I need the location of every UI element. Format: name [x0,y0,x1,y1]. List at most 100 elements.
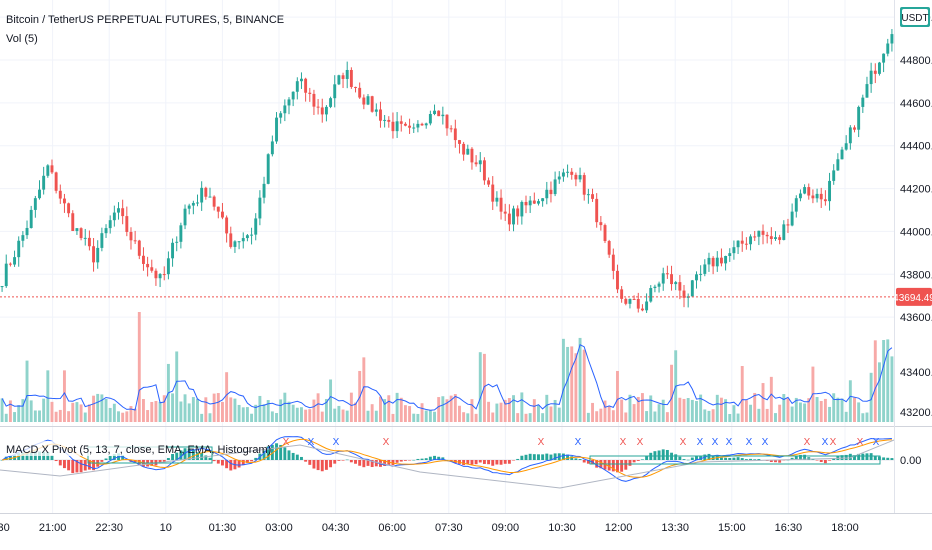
candle-body [428,113,432,124]
candle-body [158,274,162,279]
volume-bar [665,412,669,422]
candle-body [703,264,707,274]
candle-body [611,254,615,271]
cross-marker: X [283,437,290,448]
volume-bar [561,338,565,422]
candle-body [861,97,865,107]
candle-body [815,193,819,199]
candle-body [873,70,877,74]
candle-body [87,237,91,247]
candle-body [304,78,308,93]
volume-bar [844,411,848,422]
volume-bar [0,398,4,422]
candle-body [137,240,141,256]
volume-bar [270,411,274,422]
volume-bar [861,413,865,422]
macd-histogram-bar [545,453,549,460]
candle-body [836,159,840,171]
volume-bar [744,400,748,422]
macd-histogram-bar [162,460,166,462]
candle-body [146,263,150,268]
volume-bar [196,398,199,422]
macd-histogram-bar [886,457,890,460]
candle-body [21,235,25,241]
price-tick-label: 44200.00 [900,184,932,196]
macd-histogram-bar [736,457,740,460]
candle-body [736,240,740,248]
candle-body [670,274,673,285]
macd-histogram-bar [707,453,711,460]
candle-body [100,233,104,248]
candle-body [270,141,274,155]
candle-body [287,99,291,106]
candle-body [769,236,773,239]
volume-bar [304,409,308,422]
candle-body [200,187,204,203]
volume-bar [96,393,100,422]
volume-bar [578,337,582,422]
price-tick-label: 44400.00 [900,141,932,153]
volume-bar [204,397,208,422]
cross-marker: X [857,437,864,448]
candle-body [832,170,836,181]
candle-body [761,230,765,235]
macd-histogram-bar [175,452,179,460]
macd-histogram-bar [291,452,295,460]
macd-histogram-bar [794,455,798,460]
volume-legend[interactable]: Vol (5) [6,33,38,45]
candle-body [823,199,827,202]
macd-histogram-bar [674,454,678,460]
volume-bar [279,399,283,422]
macd-histogram-bar [366,460,370,466]
candle-body [387,119,391,122]
macd-histogram-bar [690,457,694,460]
time-tick-label: 04:30 [322,522,350,534]
macd-histogram-bar [4,456,8,460]
volume-bar [17,405,21,422]
volume-bar [50,401,54,422]
symbol-title[interactable]: Bitcoin / TetherUS PERPETUAL FUTURES, 5,… [6,14,284,26]
volume-bar [462,412,466,422]
candle-body [370,96,374,112]
price-tick-label: 44000.00 [900,226,932,238]
volume-bar [21,399,25,422]
candle-body [695,274,698,281]
volume-bar [104,398,108,422]
volume-bar [524,413,528,422]
volume-bar [67,411,71,422]
macd-histogram-bar [482,460,486,464]
volume-bar [324,398,328,422]
macd-histogram-bar [221,460,224,466]
candle-body [354,86,357,88]
time-axis[interactable]: 19:30 21:00 22:30 10 01:30 03:00 04:30 06:00 07:… [0,522,859,534]
volume-bar [512,395,515,422]
volume-bar [678,397,682,422]
macd-histogram-bar [507,460,511,464]
volume-bar [125,411,129,422]
volume-bar [757,408,761,422]
candle-body [225,217,229,234]
volume-bar [711,409,715,422]
candle-body [794,198,798,212]
candle-body [674,282,678,285]
candle-body [503,211,507,214]
macd-histogram-bar [324,460,328,470]
macd-histogram-bar [624,460,628,470]
candle-body [657,283,661,287]
volume-bar [873,340,877,422]
candle-body [54,172,58,191]
volume-bar [337,405,341,422]
macd-histogram-bar [611,460,615,472]
candle-body [25,227,29,236]
indicator-legend[interactable]: MACD X Pivot (5, 13, 7, close, EMA, EMA,… [6,444,271,456]
macd-histogram-bar [570,456,574,460]
currency-badge[interactable]: USDT [900,7,930,27]
volume-bar [79,404,83,422]
candle-body [283,105,287,114]
volume-bar [624,412,628,422]
volume-bar [300,407,303,422]
candle-body [4,263,8,287]
candle-body [790,211,794,226]
volume-bar [137,312,141,422]
